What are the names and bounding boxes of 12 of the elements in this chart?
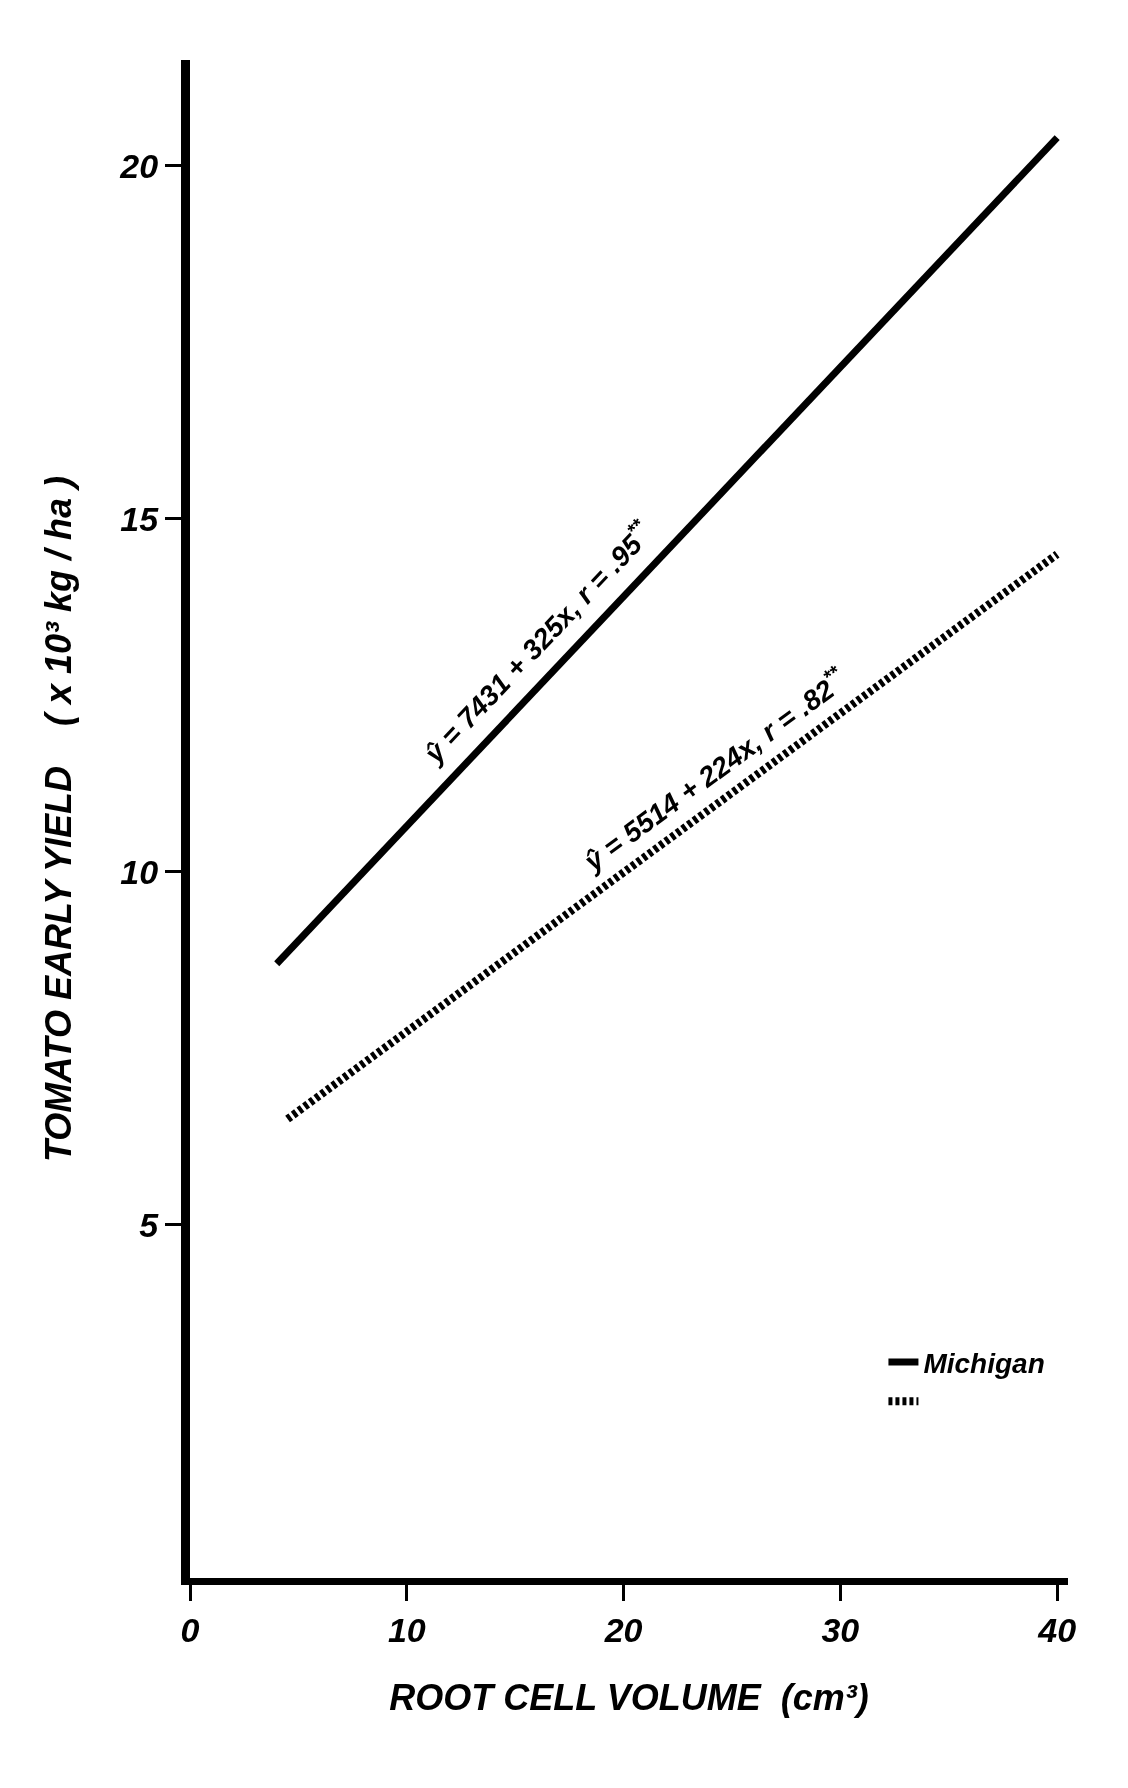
y-tick-label: 20 [119, 146, 159, 185]
legend-label: Michigan [923, 1347, 1045, 1379]
x-tick-label: 40 [1037, 1610, 1077, 1649]
x-tick-label: 10 [387, 1610, 426, 1649]
x-axis-title: ROOT CELL VOLUME (cm³) [389, 1677, 869, 1719]
x-tick-label: 0 [180, 1610, 200, 1649]
y-axis-title: TOMATO EARLY YIELD ( x 10³ kg / ha ) [38, 475, 80, 1163]
y-tick-label: 10 [120, 852, 159, 891]
y-tick-label: 15 [120, 499, 160, 538]
x-tick-label: 30 [821, 1610, 860, 1649]
x-tick-label: 20 [603, 1610, 643, 1649]
y-tick-label: 5 [139, 1205, 160, 1244]
